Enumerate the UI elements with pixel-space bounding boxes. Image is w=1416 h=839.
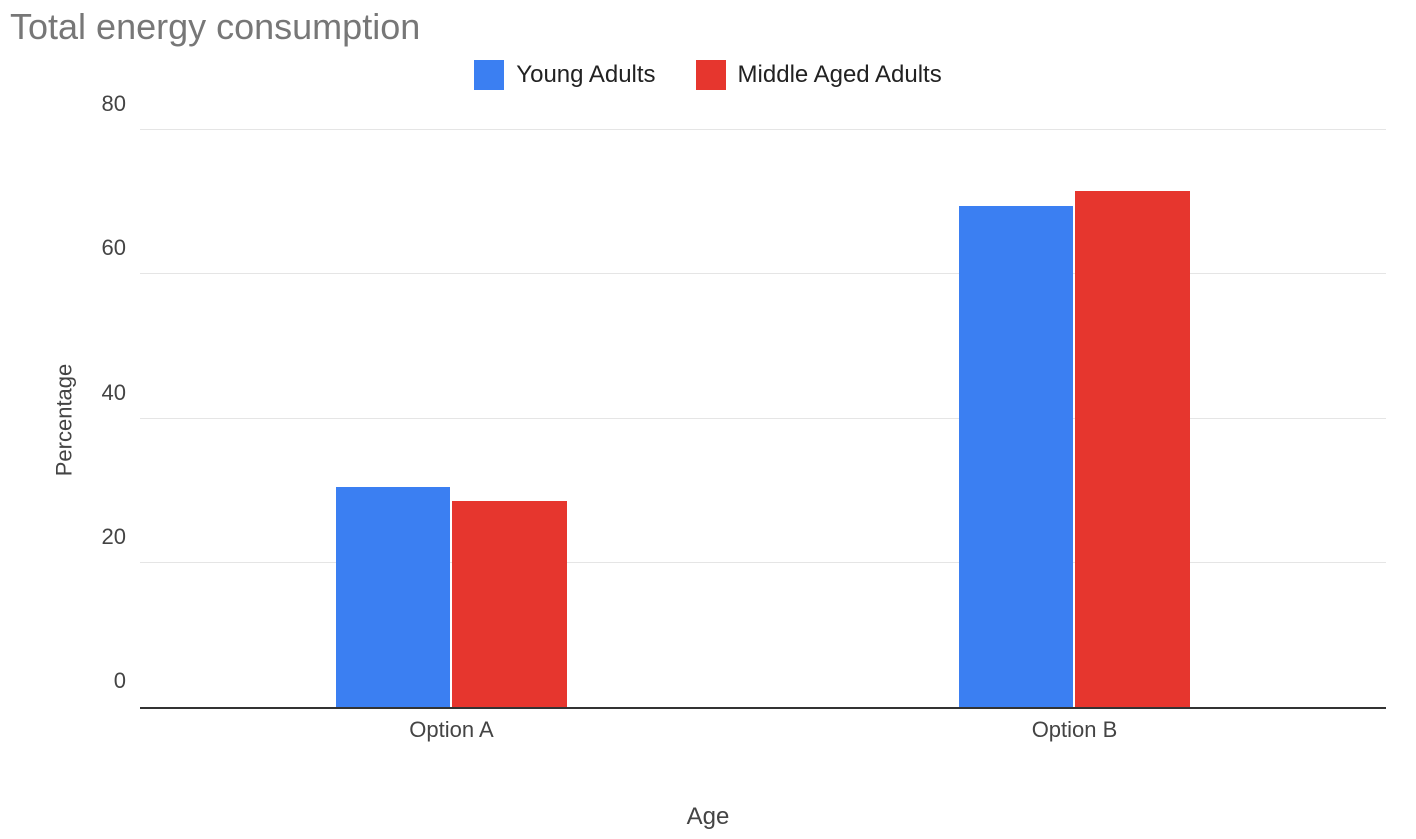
chart-title: Total energy consumption — [10, 6, 420, 48]
x-axis-tick-labels: Option AOption B — [140, 707, 1386, 743]
x-tick-label: Option B — [763, 717, 1386, 743]
y-axis-label: Percentage — [51, 363, 77, 476]
y-tick-label: 60 — [102, 235, 140, 261]
bar-group — [336, 130, 567, 707]
legend: Young Adults Middle Aged Adults — [0, 60, 1416, 90]
bar — [452, 501, 566, 707]
gridline — [140, 129, 1386, 130]
bar — [959, 206, 1073, 707]
legend-item-young-adults: Young Adults — [474, 60, 655, 90]
legend-swatch-young-adults — [474, 60, 504, 90]
gridline — [140, 273, 1386, 274]
bar-group — [959, 130, 1190, 707]
plot-area: Option AOption B 020406080 — [140, 130, 1386, 709]
legend-swatch-middle-aged-adults — [696, 60, 726, 90]
legend-label-young-adults: Young Adults — [516, 61, 655, 89]
x-axis-label: Age — [0, 803, 1416, 831]
legend-item-middle-aged-adults: Middle Aged Adults — [696, 60, 942, 90]
bar — [1075, 191, 1189, 707]
y-tick-label: 0 — [114, 668, 140, 694]
gridline — [140, 562, 1386, 563]
gridline — [140, 418, 1386, 419]
bar — [336, 487, 450, 707]
y-tick-label: 80 — [102, 91, 140, 117]
x-tick-label: Option A — [140, 717, 763, 743]
legend-label-middle-aged-adults: Middle Aged Adults — [738, 61, 942, 89]
y-tick-label: 40 — [102, 380, 140, 406]
y-tick-label: 20 — [102, 524, 140, 550]
